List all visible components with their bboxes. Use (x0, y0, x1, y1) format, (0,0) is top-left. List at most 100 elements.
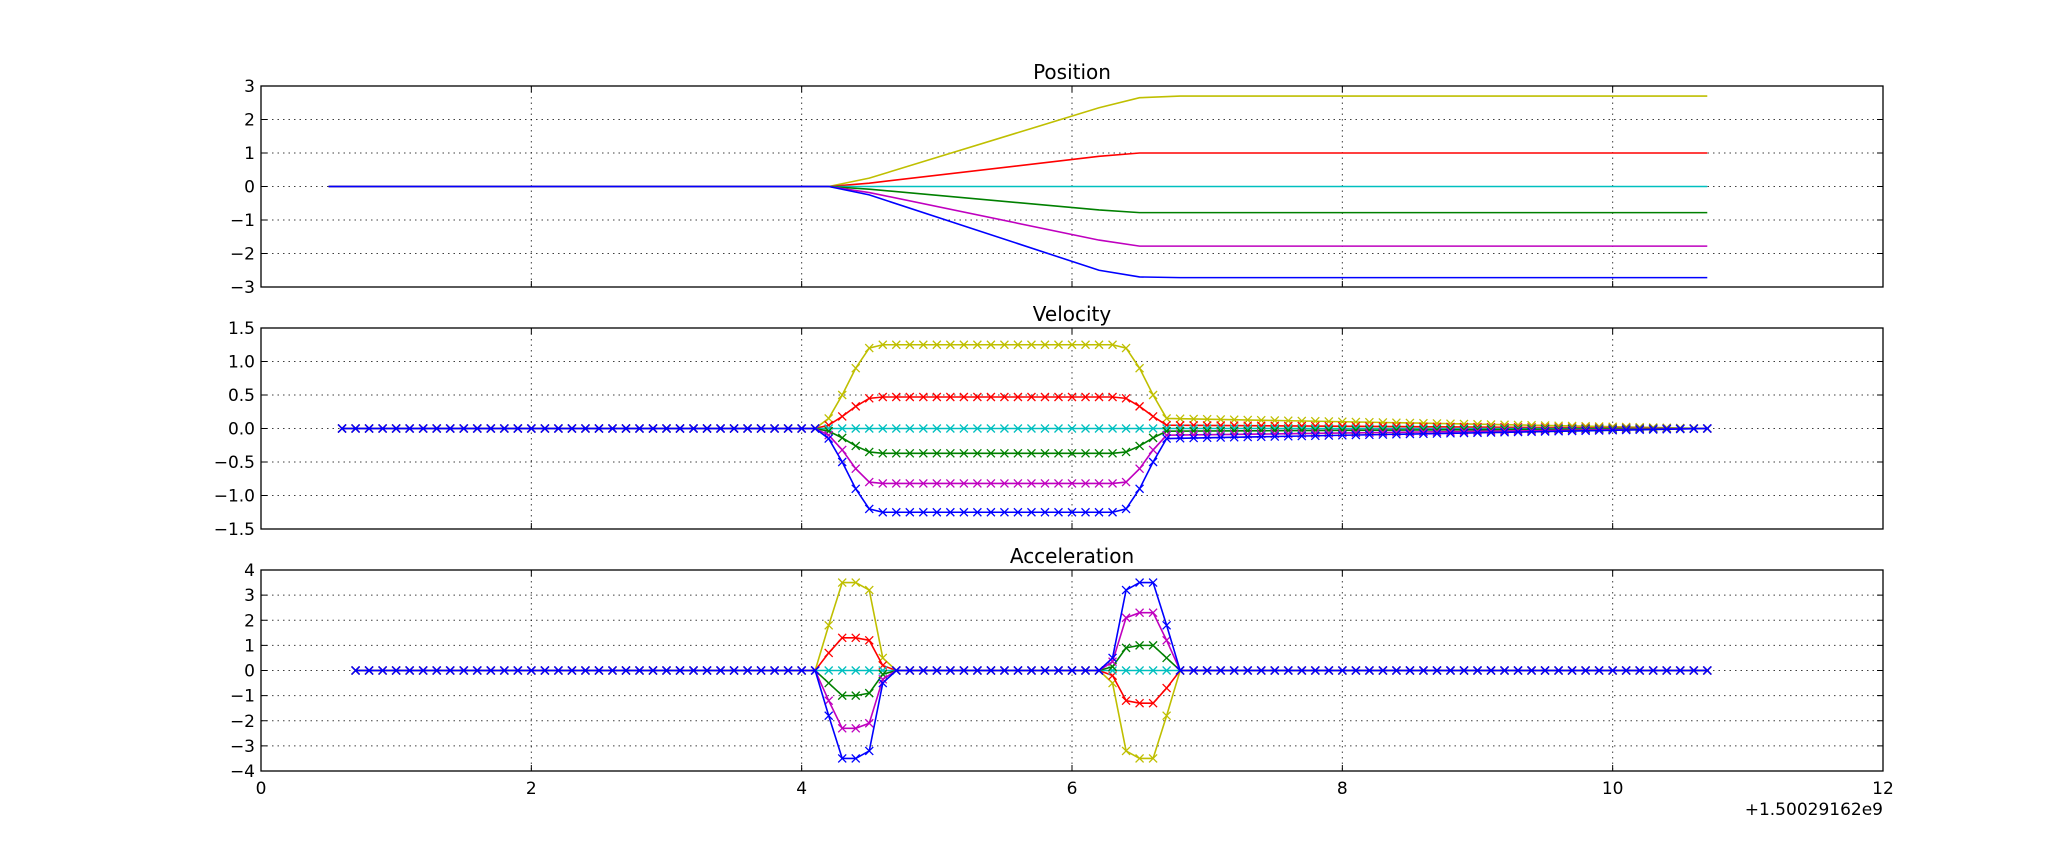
data-point (824, 430, 834, 440)
series-line (355, 581, 1708, 760)
data-point (824, 678, 834, 688)
data-point (972, 478, 982, 488)
y-tick-label: 2 (244, 111, 255, 131)
data-point (864, 393, 874, 403)
data-point (1013, 392, 1023, 402)
data-point (418, 424, 428, 433)
data-point (1324, 431, 1334, 440)
data-point (1148, 578, 1158, 588)
data-point (1297, 431, 1307, 441)
data-point (662, 424, 671, 433)
data-point (675, 424, 685, 433)
data-point (1486, 426, 1496, 436)
data-point (1148, 411, 1158, 421)
data-point (689, 666, 698, 675)
y-tick-label: 3 (244, 586, 255, 606)
data-point (1256, 432, 1266, 442)
data-point (1026, 392, 1036, 402)
data-point (1351, 424, 1361, 433)
data-point (851, 723, 861, 733)
data-point (1554, 425, 1564, 435)
data-point (1594, 426, 1604, 435)
data-point (986, 448, 996, 458)
data-point (959, 392, 969, 402)
data-point (1527, 427, 1537, 437)
y-tick-label: −1.5 (214, 520, 255, 540)
data-point (432, 666, 442, 675)
data-point (1108, 657, 1118, 667)
data-point (1121, 613, 1131, 623)
data-point (837, 457, 847, 467)
data-point (1243, 432, 1253, 442)
data-point (445, 424, 455, 433)
data-point (378, 424, 388, 433)
data-point (1148, 424, 1158, 433)
data-point (891, 392, 901, 402)
data-point (1608, 666, 1618, 675)
data-point (1364, 424, 1374, 433)
data-point (1202, 433, 1212, 443)
data-point (1135, 698, 1145, 708)
data-point (864, 688, 874, 698)
data-point (1337, 430, 1347, 440)
data-point (1026, 340, 1036, 350)
data-point (824, 666, 834, 675)
data-point (932, 666, 942, 675)
series-5 (328, 185, 1708, 279)
data-point (1189, 414, 1199, 424)
data-point (972, 448, 982, 458)
data-point (932, 478, 942, 488)
y-tick-label: 1 (244, 144, 255, 164)
data-point (837, 445, 847, 455)
y-tick-label: −1.0 (214, 487, 255, 507)
data-point (1108, 340, 1118, 350)
data-point (337, 424, 347, 433)
data-point (918, 507, 928, 517)
data-point (1094, 448, 1104, 458)
data-point (648, 424, 658, 433)
data-point (1067, 424, 1077, 433)
data-point (526, 424, 536, 433)
data-point (391, 424, 401, 433)
data-point (1067, 478, 1077, 488)
data-point (553, 424, 563, 433)
data-point (1081, 507, 1090, 517)
data-point (1364, 430, 1374, 440)
data-point (1486, 666, 1496, 675)
data-point (837, 390, 847, 400)
data-point (1418, 666, 1428, 675)
series-5 (337, 424, 1712, 517)
data-point (837, 691, 847, 701)
data-point (932, 424, 942, 433)
subplots: −3−2−10123Position−1.5−1.0−0.50.00.51.01… (214, 60, 1894, 820)
y-tick-label: 0.0 (228, 420, 255, 440)
chart-title: Velocity (1033, 302, 1112, 326)
data-point (1418, 429, 1428, 439)
data-point (594, 424, 604, 433)
data-point (945, 448, 955, 458)
data-point (959, 448, 969, 458)
data-point (1473, 428, 1482, 438)
data-point (1189, 433, 1199, 443)
data-point (999, 392, 1009, 402)
data-point (621, 424, 631, 433)
data-point (1175, 433, 1185, 443)
data-point (837, 433, 847, 443)
data-point (1013, 478, 1023, 488)
data-point (1054, 507, 1063, 517)
subplot-velocity: −1.5 −1.0 −0.5 0.0 0.5 1.0 1.5 Velocity (214, 302, 1884, 540)
data-point (1635, 666, 1645, 675)
data-point (837, 723, 847, 733)
y-tick-label: 2 (244, 611, 255, 631)
data-point (1054, 666, 1063, 675)
data-point (1135, 401, 1145, 411)
data-point (1135, 608, 1145, 618)
data-point (1540, 427, 1550, 436)
x-tick-label: 0 (256, 779, 267, 799)
subplot-position: −3 −2 −1 0 1 2 3 Position (230, 60, 1884, 298)
y-tick-label: −2 (230, 712, 255, 732)
data-point (648, 666, 658, 675)
data-point (1108, 424, 1118, 433)
y-tick-label: 0 (244, 662, 255, 682)
